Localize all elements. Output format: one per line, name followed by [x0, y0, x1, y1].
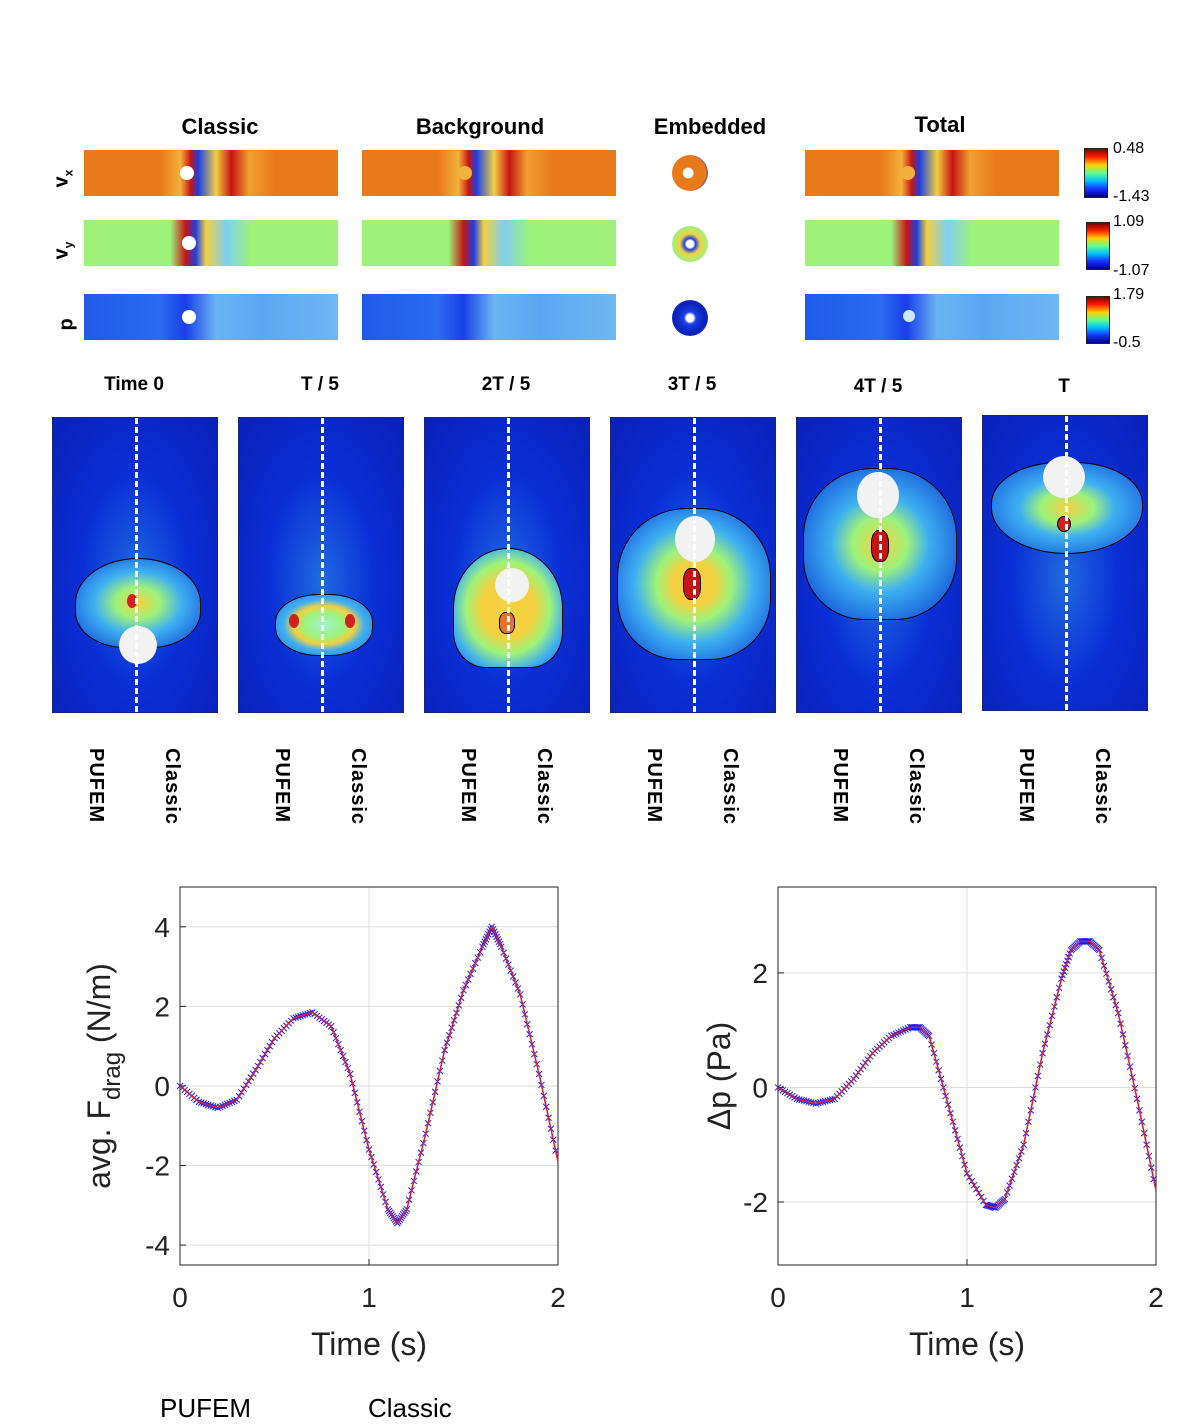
snapshot-t-5	[238, 417, 404, 713]
y-tick-label-1: -2	[145, 1151, 170, 1182]
colorbar-p-min: -0.5	[1113, 334, 1141, 351]
y-tick-label-4: 4	[154, 912, 170, 943]
snapshot-5-left-label: PUFEM	[1015, 748, 1037, 823]
x-tick-label-1: 1	[361, 1282, 377, 1313]
x-tick-label-1: 1	[959, 1282, 975, 1313]
column-header-classic: Classic	[181, 114, 259, 139]
snapshot-2t-5	[424, 417, 590, 713]
colorbar-vy-min: -1.07	[1113, 262, 1150, 279]
x-tick-label-0: 0	[172, 1282, 188, 1313]
snapshot-2-right-label: Classic	[533, 748, 555, 826]
time-label-4: 4T / 5	[853, 376, 903, 397]
y-axis-label: avg. Fdrag (N/m)	[81, 963, 126, 1189]
x-axis-label: Time (s)	[311, 1326, 427, 1362]
y-tick-label-2: 0	[154, 1071, 170, 1102]
x-tick-label-0: 0	[770, 1282, 786, 1313]
colorbar-vx	[1084, 148, 1108, 198]
drag-force-chart: 0 1 2 -4 -2 0 2 4 Time (s) avg. Fdrag (N/m)	[81, 886, 566, 1362]
row-label-p: p	[55, 318, 78, 331]
colorbar-vx-min: -1.43	[1113, 188, 1150, 205]
row-label-vx: vx	[50, 169, 76, 188]
snapshot-4-left-label: PUFEM	[829, 748, 851, 823]
snapshot-3t-5	[610, 417, 776, 713]
time-label-3: 3T / 5	[667, 374, 717, 395]
time-label-1: T / 5	[300, 374, 339, 395]
series-1-line	[179, 925, 559, 1225]
field-p-background	[362, 294, 616, 340]
field-vy-embedded	[672, 226, 708, 262]
colorbar-vy-max: 1.09	[1113, 213, 1145, 230]
snapshot-time-0	[52, 417, 218, 713]
row-label-vy: vy	[50, 241, 76, 260]
column-header-background: Background	[415, 114, 545, 139]
snapshot-3-left-label: PUFEM	[643, 748, 665, 823]
field-vx-total	[805, 150, 1059, 196]
field-vx-background	[362, 150, 616, 196]
y-tick-label-2: 2	[752, 958, 768, 989]
series-0-markers	[176, 923, 559, 1227]
snapshot-4t-5	[796, 417, 962, 713]
column-header-total: Total	[914, 112, 966, 137]
colorbar-vy	[1086, 222, 1110, 270]
series-1-line	[777, 940, 1157, 1209]
time-label-5: T	[1058, 376, 1070, 397]
field-p-classic	[84, 294, 338, 340]
field-vx-embedded	[672, 155, 708, 191]
field-vx-classic	[84, 150, 338, 196]
x-axis-label: Time (s)	[909, 1326, 1025, 1362]
snapshot-t	[982, 415, 1148, 711]
x-tick-label-2: 2	[1148, 1282, 1164, 1313]
y-tick-label-0: -4	[145, 1230, 170, 1261]
field-vy-background	[362, 220, 616, 266]
colorbar-vx-max: 0.48	[1113, 140, 1145, 157]
snapshot-0-left-label: PUFEM	[85, 748, 107, 823]
y-tick-label-1: 0	[752, 1072, 768, 1103]
column-header-embedded: Embedded	[653, 114, 767, 139]
snapshot-1-left-label: PUFEM	[271, 748, 293, 823]
snapshot-5-right-label: Classic	[1091, 748, 1113, 826]
x-tick-label-2: 2	[550, 1282, 566, 1313]
snapshot-3-right-label: Classic	[719, 748, 741, 826]
pressure-drop-chart: 0 1 2 -2 0 2 Time (s) Δp (Pa)	[701, 886, 1164, 1362]
y-axis-label: Δp (Pa)	[701, 1022, 737, 1131]
time-label-0: Time 0	[104, 374, 164, 395]
field-p-total	[805, 294, 1059, 340]
colorbar-p	[1086, 296, 1110, 344]
y-tick-label-3: 2	[154, 991, 170, 1022]
time-label-2: 2T / 5	[481, 374, 531, 395]
snapshot-2-left-label: PUFEM	[457, 748, 479, 823]
field-vy-classic	[84, 220, 338, 266]
field-vy-total	[805, 220, 1059, 266]
field-p-embedded	[672, 300, 708, 336]
snapshot-0-right-label: Classic	[161, 748, 183, 826]
snapshot-1-right-label: Classic	[347, 748, 369, 826]
snapshot-4-right-label: Classic	[905, 748, 927, 826]
y-tick-label-0: -2	[743, 1187, 768, 1218]
colorbar-p-max: 1.79	[1113, 286, 1145, 303]
